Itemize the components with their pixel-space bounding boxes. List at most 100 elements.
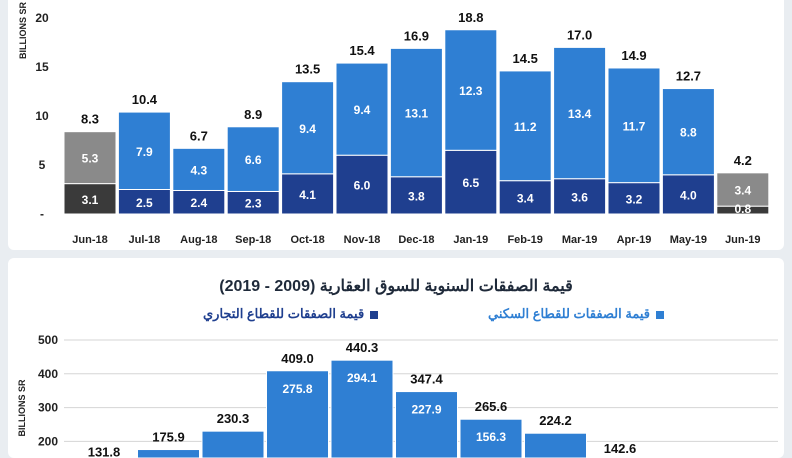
- x-tick-label: Dec-18: [398, 234, 434, 246]
- annual-total-label: 440.3: [346, 340, 379, 355]
- annual-total-label: 347.4: [410, 372, 443, 387]
- annual-residential-label: 275.8: [282, 382, 312, 396]
- x-tick-label: Feb-19: [507, 234, 542, 246]
- legend-commercial-swatch: [370, 310, 379, 319]
- legend-residential-swatch: [656, 310, 664, 319]
- annual-total-label: 230.3: [217, 411, 250, 426]
- bar-label-commercial: 3.1: [82, 193, 99, 207]
- x-tick-label: Oct-18: [290, 234, 324, 246]
- y-tick-label: 200: [38, 434, 58, 448]
- bar-segment-residential: [117, 111, 171, 190]
- bar-label-residential: 4.3: [190, 163, 207, 177]
- annual-total-label: 224.2: [539, 413, 572, 428]
- bar-label-residential: 11.7: [623, 119, 646, 133]
- bar-label-commercial: 3.4: [517, 191, 534, 205]
- y-axis-title: BILLIONS SR: [17, 379, 27, 437]
- bar-segment-commercial: [389, 176, 443, 215]
- bar-label-residential: 11.2: [514, 120, 537, 134]
- annual-residential-label: 227.9: [411, 403, 441, 417]
- bar-segment-residential: [553, 46, 607, 180]
- bar-label-residential: 9.4: [299, 122, 316, 136]
- bar-segment-residential: [716, 172, 770, 207]
- bar-segment-commercial: [63, 183, 117, 215]
- y-tick-label: 400: [38, 367, 58, 381]
- bar-segment-residential: [498, 70, 552, 182]
- monthly-chart: BILLIONS SR - 5 10 15 20 3.1 5.3 8.3 Jun-18 2.5 7.9…: [18, 2, 770, 246]
- bar-total-label: 12.7: [676, 69, 701, 84]
- y-tick-label: 5: [39, 158, 46, 172]
- bar-segment-commercial: [444, 149, 498, 215]
- bar-label-commercial: 2.5: [136, 196, 153, 210]
- bar-segment-residential: [63, 131, 117, 185]
- bar-segment-residential: [444, 29, 498, 151]
- bar-label-commercial: 4.1: [299, 188, 316, 202]
- bar-label-commercial: 2.4: [190, 196, 207, 210]
- y-tick-label: 10: [35, 109, 49, 123]
- annual-total-label: 409.0: [281, 351, 314, 366]
- bar-label-residential: 7.9: [136, 145, 153, 159]
- bar-total-label: 13.5: [295, 62, 320, 77]
- legend-commercial-label: قيمة الصفقات للقطاع التجاري: [203, 306, 365, 321]
- annual-chart-title: قيمة الصفقات السنوية للسوق العقارية (200…: [219, 278, 573, 295]
- annual-bar: [266, 370, 329, 458]
- bar-segment-commercial: [335, 154, 389, 215]
- bar-segment-residential: [389, 47, 443, 178]
- bar-label-residential: 5.3: [82, 152, 99, 166]
- x-tick-label: Aug-18: [180, 234, 217, 246]
- bar-label-commercial: 0.8: [734, 202, 751, 216]
- x-tick-label: Jun-19: [725, 234, 760, 246]
- bar-segment-residential: [226, 126, 280, 192]
- bar-segment-residential: [607, 67, 661, 184]
- bar-total-label: 6.7: [190, 128, 208, 143]
- y-axis-title: BILLIONS SR: [18, 2, 28, 60]
- bar-label-residential: 9.4: [354, 103, 371, 117]
- bar-label-residential: 6.6: [245, 153, 262, 167]
- bar-label-residential: 3.4: [734, 184, 751, 198]
- bar-label-commercial: 3.2: [626, 192, 643, 206]
- annual-total-label: 175.9: [152, 430, 185, 445]
- y-tick-label: 300: [38, 401, 58, 415]
- legend-commercial: قيمة الصفقات للقطاع التجاري: [203, 306, 379, 322]
- annual-residential-label: 294.1: [347, 371, 377, 385]
- bar-total-label: 8.3: [81, 112, 99, 127]
- y-tick-label: 15: [35, 60, 49, 74]
- bar-segment-residential: [661, 88, 715, 176]
- y-tick-label: -: [40, 207, 44, 221]
- annual-total-label: 142.6: [604, 441, 637, 456]
- annual-bar: [137, 449, 200, 458]
- bar-total-label: 14.5: [513, 51, 538, 66]
- bar-segment-commercial: [281, 173, 335, 215]
- bar-label-commercial: 2.3: [245, 197, 262, 211]
- bar-total-label: 16.9: [404, 28, 429, 43]
- annual-bar: [395, 391, 458, 458]
- annual-total-label: 131.8: [88, 444, 121, 458]
- bar-segment-commercial: [607, 182, 661, 215]
- bar-label-commercial: 6.5: [462, 176, 479, 190]
- y-tick-label: 20: [35, 11, 49, 25]
- bar-total-label: 4.2: [734, 153, 752, 168]
- bar-total-label: 8.9: [244, 107, 262, 122]
- legend-residential-label: قيمة الصفقات للقطاع السكني: [488, 306, 650, 321]
- y-tick-label: 500: [38, 333, 58, 347]
- bar-label-residential: 8.8: [680, 126, 697, 140]
- annual-residential-label: 156.3: [476, 430, 506, 444]
- annual-bar: [201, 430, 265, 458]
- legend-residential: قيمة الصفقات للقطاع السكني: [488, 306, 664, 322]
- bar-total-label: 15.4: [349, 43, 375, 58]
- annual-bar: [330, 359, 394, 458]
- bar-label-commercial: 3.6: [571, 190, 588, 204]
- bar-segment-commercial: [661, 174, 715, 215]
- bar-segment-residential: [335, 62, 389, 156]
- monthly-chart-panel: BILLIONS SR - 5 10 15 20 3.1 5.3 8.3 Jun-18 2.5 7.9…: [8, 0, 784, 250]
- x-tick-label: Mar-19: [562, 234, 597, 246]
- annual-chart-panel: قيمة الصفقات السنوية للسوق العقارية (200…: [8, 258, 784, 458]
- annual-total-label: 265.6: [475, 399, 508, 414]
- bar-total-label: 14.9: [621, 48, 646, 63]
- bar-label-residential: 13.1: [405, 107, 429, 121]
- bar-segment-residential: [172, 147, 226, 191]
- x-tick-label: May-19: [670, 234, 707, 246]
- bar-total-label: 17.0: [567, 27, 592, 42]
- bar-label-residential: 12.3: [459, 84, 483, 98]
- x-tick-label: Jan-19: [453, 234, 488, 246]
- bar-segment-commercial: [498, 180, 552, 215]
